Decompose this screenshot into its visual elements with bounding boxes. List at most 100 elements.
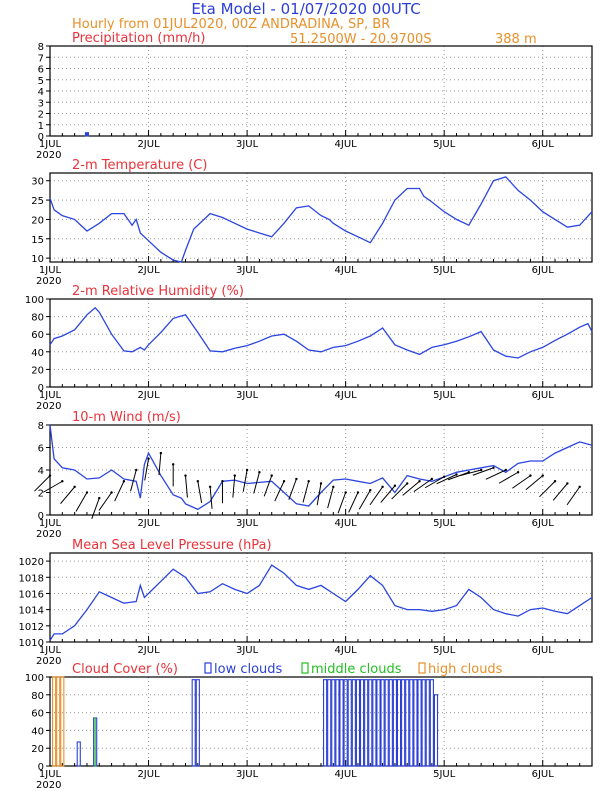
wind-barb <box>402 480 420 496</box>
location-coords: 51.2500W - 20.9700S <box>290 32 432 47</box>
wind-barb-head <box>122 480 126 483</box>
wind-barb <box>316 483 322 506</box>
x-tick-label: 4JUL <box>335 769 358 780</box>
y-tick-label: 3 <box>38 98 44 109</box>
y-tick-label: 20 <box>31 215 44 226</box>
y-tick-label: 8 <box>38 421 44 432</box>
wind-barb <box>539 480 556 498</box>
wind-barb-head <box>356 491 360 494</box>
y-tick-label: 15 <box>31 235 44 246</box>
x-tick-label: 6JUL <box>532 265 555 276</box>
x-tick-label: 5JUL <box>433 769 456 780</box>
x-year-label: 2020 <box>36 276 61 287</box>
wind-barb-head <box>258 471 261 474</box>
location-elevation: 388 m <box>495 32 537 47</box>
wind-barb-head <box>295 477 298 481</box>
y-tick-label: 0 <box>38 511 44 522</box>
y-tick-label: 1016 <box>19 589 44 600</box>
wind-barb-head <box>307 480 310 483</box>
panel-title: 2-m Relative Humidity (%) <box>72 284 244 299</box>
cloud-bar-low <box>409 679 414 767</box>
cloud-bar-low <box>343 679 348 767</box>
y-tick-label: 6 <box>38 65 44 76</box>
precip-bar <box>84 132 89 137</box>
y-tick-label: 1014 <box>19 606 44 617</box>
x-tick-label: 2JUL <box>137 139 160 150</box>
y-tick-label: 4 <box>38 87 44 98</box>
y-tick-label: 7 <box>38 53 44 64</box>
wind-barb <box>566 486 581 506</box>
cloud-bar-low <box>323 679 328 767</box>
wind-barb-head <box>85 491 89 494</box>
wind-barb <box>380 485 396 503</box>
legend-label-low: low clouds <box>214 662 283 677</box>
y-tick-label: 2 <box>38 489 44 500</box>
wind-barb-head <box>516 471 520 474</box>
cloud-bar-low <box>425 679 430 767</box>
y-tick-label: 5 <box>38 76 44 87</box>
wind-barb-head <box>393 484 397 487</box>
wind-barb <box>253 472 260 494</box>
wind-barb <box>337 492 347 514</box>
legend-label-high: high clouds <box>428 662 503 677</box>
wind-barb-head <box>184 474 187 477</box>
y-tick-label: 100 <box>25 673 44 684</box>
wind-barb-head <box>418 480 421 483</box>
cloud-bar-low <box>368 679 373 767</box>
y-tick-label: 60 <box>31 709 44 720</box>
wind-barb-head <box>73 485 76 489</box>
cloud-bar-low <box>191 679 196 767</box>
wind-barb-head <box>442 475 446 478</box>
panel-frame <box>49 552 593 643</box>
panel-title: Precipitation (mm/h) <box>72 31 205 46</box>
wind-barb <box>144 458 150 481</box>
panel-title: 10-m Wind (m/s) <box>72 410 181 425</box>
wind-barb-head <box>319 482 323 485</box>
wind-barb <box>472 467 494 476</box>
cloud-bar-low <box>376 679 381 767</box>
y-tick-label: 0 <box>38 132 44 143</box>
wind-barb <box>413 478 433 493</box>
wind-barb-head <box>479 468 483 472</box>
wind-barb <box>197 481 203 504</box>
cloud-bar-low <box>359 679 365 767</box>
x-tick-label: 6JUL <box>532 139 555 150</box>
panel-title: 2-m Temperature (C) <box>72 158 207 173</box>
wind-barb-head <box>332 485 335 489</box>
wind-barb-head <box>208 485 212 489</box>
wind-barb <box>43 480 63 493</box>
wind-barb <box>185 475 188 498</box>
wind-barb-head <box>504 468 507 472</box>
y-tick-label: 80 <box>31 691 44 702</box>
x-year-label: 2020 <box>36 150 61 161</box>
wind-barb <box>369 486 384 506</box>
x-tick-label: 2JUL <box>137 518 160 529</box>
wind-barb <box>485 469 506 480</box>
y-tick-label: 20 <box>31 744 44 755</box>
panel-wind: 0 2 4 6 8 1JUL 2JUL 3JUL 4JUL 5JUL 6JUL 2020 10-m Wi… <box>34 410 593 540</box>
y-tick-label: 4 <box>38 466 44 477</box>
wind-barb-head <box>270 474 273 477</box>
cloud-bar-high <box>52 676 57 767</box>
wind-barb <box>552 483 568 501</box>
cloud-bar-low <box>417 679 422 767</box>
x-tick-label: 4JUL <box>335 390 358 401</box>
chart-title: Eta Model - 01/07/2020 00UTC <box>191 0 420 18</box>
wind-barb-head <box>566 482 569 485</box>
cloud-bar-low <box>335 679 340 767</box>
cloud-bar-low <box>351 679 356 767</box>
wind-barb <box>498 471 519 484</box>
wind-barb <box>209 486 213 509</box>
wind-barb-head <box>541 474 544 477</box>
y-tick-label: 10 <box>31 254 44 265</box>
x-tick-label: 3JUL <box>236 769 259 780</box>
cloud-bar-low <box>364 679 369 767</box>
wind-barb <box>60 486 76 505</box>
cloud-bar-high <box>60 676 65 767</box>
wind-barb-head <box>553 480 557 483</box>
x-tick-label: 4JUL <box>335 139 358 150</box>
cloud-bar-low <box>429 679 434 767</box>
wind-barb <box>436 474 457 485</box>
x-tick-label: 2JUL <box>137 645 160 656</box>
cloud-bar-low <box>396 679 402 767</box>
